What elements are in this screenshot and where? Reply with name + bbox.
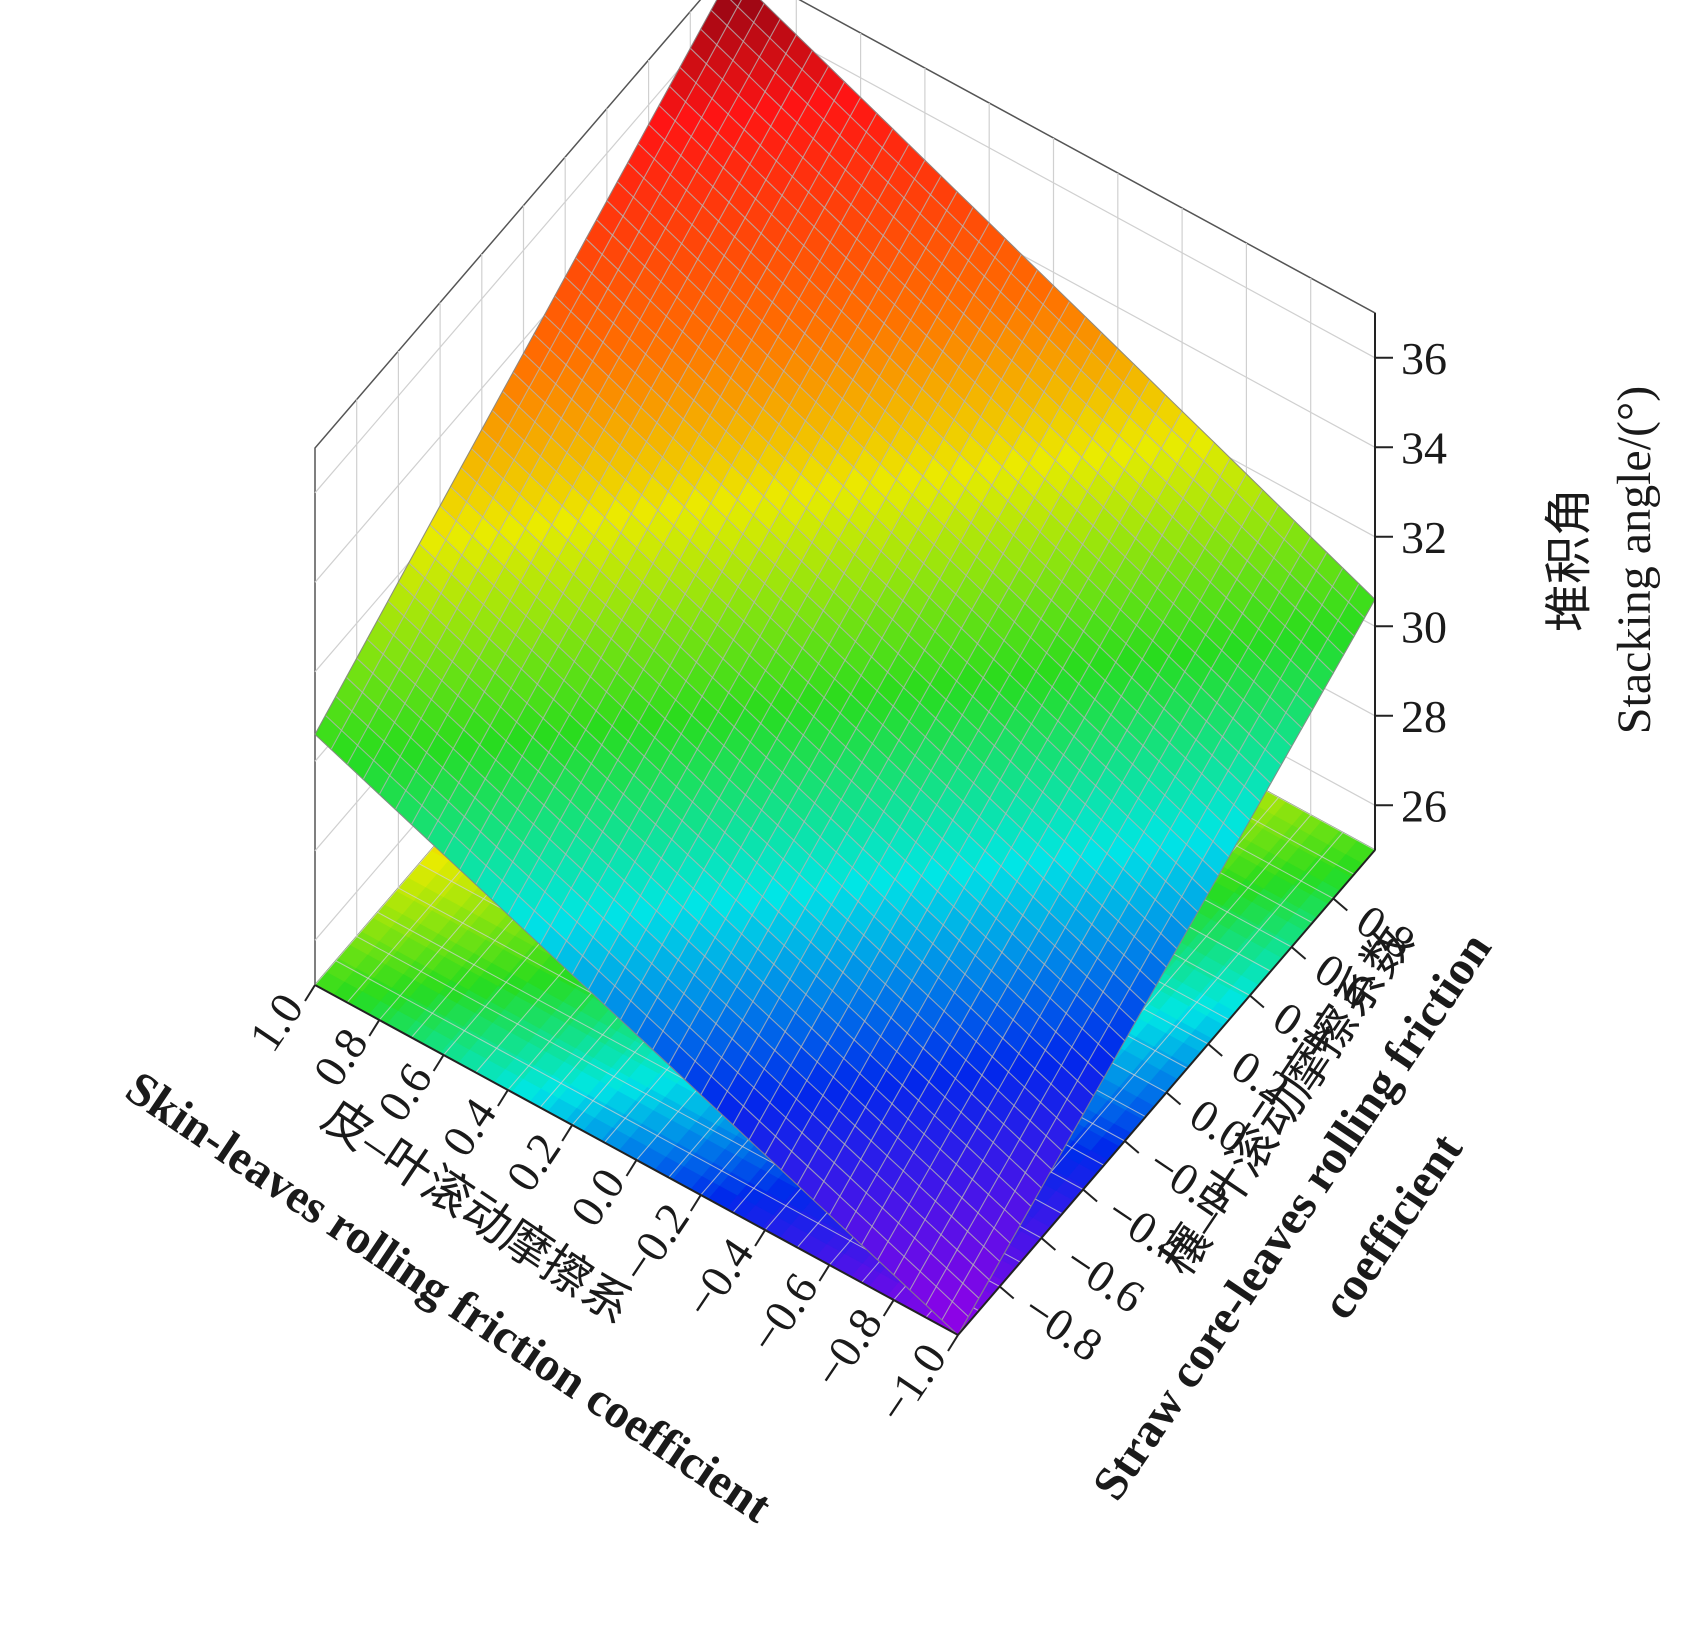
surface-mesh-line xyxy=(523,175,942,930)
surface-mesh-line xyxy=(658,105,1303,729)
x-tick-label: 1.0 xyxy=(239,984,313,1060)
surface-mesh-line xyxy=(378,34,797,795)
surface-mesh-line xyxy=(427,81,845,840)
z-tick-label: 32 xyxy=(1401,512,1447,563)
surface-mesh-line xyxy=(314,0,718,735)
y-tick-mark xyxy=(999,1285,1015,1300)
x-tick-mark xyxy=(818,1264,831,1282)
surface-mesh-line xyxy=(616,181,1261,803)
z-tick-label: 34 xyxy=(1401,422,1447,473)
surface-mesh-line xyxy=(648,124,1292,747)
x-tick-mark xyxy=(947,1334,959,1352)
x-tick-mark xyxy=(625,1159,638,1177)
surface-mesh-line xyxy=(539,191,958,945)
surface-mesh-line xyxy=(475,128,894,885)
y-tick-mark xyxy=(1082,1188,1098,1203)
surface-mesh-line xyxy=(689,47,1334,674)
surface-mesh-line xyxy=(710,9,1355,637)
surface-mesh-line xyxy=(571,222,990,975)
surface-mesh-line xyxy=(507,159,926,915)
z-tick-label: 30 xyxy=(1401,601,1447,652)
surface-mesh-line xyxy=(575,257,1219,876)
surface-mesh-line xyxy=(585,238,1230,858)
surface-mesh-line xyxy=(362,18,781,780)
surface-mesh-line xyxy=(603,254,1022,1005)
y-tick-mark xyxy=(1124,1140,1140,1154)
surface-mesh-line xyxy=(523,352,1167,968)
surface-mesh-line xyxy=(459,112,878,870)
z-axis-title-cn: 堆积角 xyxy=(1543,488,1596,632)
surface-mesh-line xyxy=(700,28,1345,655)
x-tick-mark xyxy=(882,1299,895,1317)
x-tick-label: −1.0 xyxy=(867,1334,956,1432)
surface-mesh-line xyxy=(533,333,1178,950)
x-tick-label: −0.8 xyxy=(803,1299,892,1397)
surface-mesh-line xyxy=(491,144,910,900)
x-tick-label: −0.2 xyxy=(610,1194,699,1292)
z-axis-title-en: Stacking angle/(°) xyxy=(1608,386,1661,734)
y-tick-mark xyxy=(1165,1091,1182,1106)
surface-mesh-line xyxy=(443,97,862,855)
x-tick-label: 0.8 xyxy=(303,1019,377,1095)
y-tick-mark xyxy=(1332,897,1348,912)
surface-mesh-line xyxy=(606,200,1251,821)
surface-mesh-line xyxy=(729,0,1365,619)
x-tick-mark xyxy=(754,1229,766,1247)
surface-mesh-line xyxy=(330,0,742,750)
surface-mesh-line xyxy=(627,162,1272,784)
surface-mesh-line xyxy=(346,3,765,765)
x-tick-mark xyxy=(304,984,316,1002)
z-tick-label: 36 xyxy=(1401,333,1447,384)
surface-mesh-line xyxy=(760,0,1376,600)
y-tick-mark xyxy=(1040,1237,1057,1251)
surface-mesh-line xyxy=(554,295,1199,913)
x-tick-label: −0.6 xyxy=(739,1264,828,1362)
surface-mesh-line xyxy=(669,85,1313,711)
y-tick-mark xyxy=(1207,1043,1223,1057)
x-tick-mark xyxy=(561,1124,574,1142)
response-surface xyxy=(314,0,1376,1336)
x-tick-mark xyxy=(497,1089,509,1107)
surface-cell xyxy=(730,0,742,8)
x-tick-label: 0.2 xyxy=(496,1124,570,1200)
x-tick-mark xyxy=(368,1019,381,1037)
surface-mesh-line xyxy=(394,50,813,810)
z-tick-label: 26 xyxy=(1401,780,1447,831)
surface-mesh-line xyxy=(637,143,1282,766)
surface-mesh-line xyxy=(544,314,1188,931)
surface-mesh-line xyxy=(679,66,1324,692)
surface-mesh-line xyxy=(619,269,1038,1020)
x-tick-mark xyxy=(689,1194,702,1212)
x-tick-mark xyxy=(432,1054,445,1072)
z-tick-label: 28 xyxy=(1401,691,1447,742)
surface-mesh-line xyxy=(411,65,829,825)
x-tick-label: −0.4 xyxy=(674,1229,763,1327)
y-tick-mark xyxy=(1249,994,1265,1009)
x-tick-label: 0.4 xyxy=(432,1089,506,1165)
surface-mesh-line xyxy=(564,276,1209,894)
z-axis-ticks: 26 28 30 32 34 36 xyxy=(1375,333,1447,831)
z-axis-title: 堆积角 Stacking angle/(°) xyxy=(1543,386,1661,734)
surface-mesh-line xyxy=(596,219,1240,839)
x-tick-label: 0.0 xyxy=(560,1159,634,1235)
y-tick-mark xyxy=(1290,946,1307,960)
surface-mesh-line xyxy=(555,206,974,960)
surface-mesh-line xyxy=(587,238,1006,990)
